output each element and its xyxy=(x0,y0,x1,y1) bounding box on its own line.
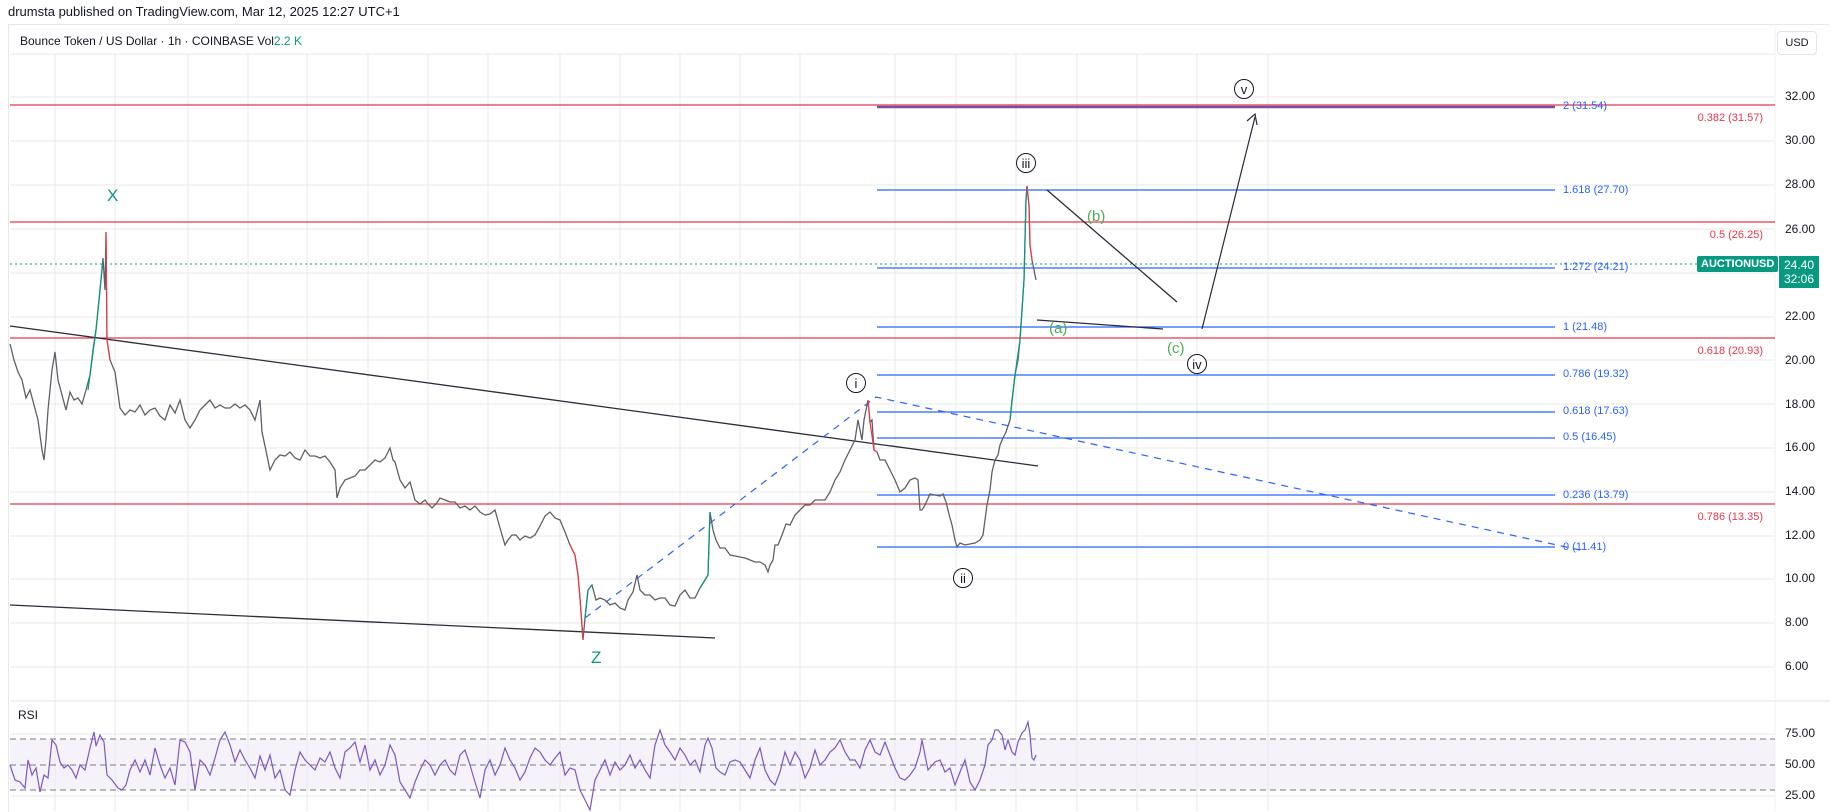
price-axis-label: 8.00 xyxy=(1785,615,1809,629)
wave-label-b: (b) xyxy=(1087,208,1106,225)
fib-ret-label: 0.5 (26.25) xyxy=(1709,229,1763,241)
fib-extension-connector[interactable] xyxy=(584,396,1581,619)
rsi-axis-label: 25.00 xyxy=(1785,788,1816,802)
wave-label-iv: iv xyxy=(1187,354,1207,374)
symbol-legend[interactable]: Bounce Token / US Dollar · 1h · COINBASE… xyxy=(18,33,304,49)
fib-ret-label: 0.382 (31.57) xyxy=(1697,112,1763,124)
symbol-price-tag: AUCTIONUSD xyxy=(1697,256,1779,272)
wave-label-i: i xyxy=(846,373,866,393)
projection-arrow[interactable] xyxy=(1201,112,1258,330)
rsi-axis-label: 75.00 xyxy=(1785,726,1816,740)
publish-attribution: drumsta published on TradingView.com, Ma… xyxy=(8,4,400,19)
fib-ext-label: 0.786 (19.32) xyxy=(1563,368,1629,380)
current-price-tag: 24.40 32:06 xyxy=(1779,256,1819,288)
price-axis-label: 28.00 xyxy=(1785,177,1816,191)
rsi-axis-label: 50.00 xyxy=(1785,757,1816,771)
price-axis-label: 22.00 xyxy=(1785,309,1816,323)
currency-button[interactable]: USD xyxy=(1777,31,1817,55)
chart-frame xyxy=(8,24,1829,812)
price-axis-label: 26.00 xyxy=(1785,222,1816,236)
bull-candles-accent xyxy=(87,185,1028,619)
horizontal-grid xyxy=(10,53,1775,797)
price-axis-label: 6.00 xyxy=(1785,659,1809,673)
trendlines[interactable] xyxy=(9,189,1178,639)
price-series xyxy=(9,185,1037,641)
fib-ret-label: 0.786 (13.35) xyxy=(1697,511,1763,523)
wave-label-c: (c) xyxy=(1167,340,1185,357)
fib-ext-label: 1.618 (27.70) xyxy=(1563,184,1629,196)
wave-label-a: (a) xyxy=(1049,320,1068,337)
price-axis-label: 30.00 xyxy=(1785,133,1816,147)
rsi-levels xyxy=(10,738,1775,791)
fib-retracement-lines[interactable] xyxy=(10,104,1775,505)
price-axis-label: 20.00 xyxy=(1785,353,1816,367)
bear-candles-accent xyxy=(105,185,1033,641)
fib-ext-label: 0.5 (16.45) xyxy=(1563,431,1617,443)
fib-extension-lines[interactable] xyxy=(877,189,1555,548)
fib-ext-label: 1.272 (24.21) xyxy=(1563,261,1629,273)
fib-ext-label: 2 (31.54) xyxy=(1563,100,1608,112)
bar-countdown: 32:06 xyxy=(1783,272,1815,286)
symbol-description: Bounce Token / US Dollar · 1h · COINBASE xyxy=(20,34,254,48)
wave-label-iii: iii xyxy=(1016,153,1036,173)
volume-label: Vol xyxy=(257,34,274,48)
wave-label-x: X xyxy=(107,186,119,205)
current-price-value: 24.40 xyxy=(1783,258,1815,272)
fib-ext-label: 0.618 (17.63) xyxy=(1563,405,1629,417)
fib-ret-label: 0.618 (20.93) xyxy=(1697,345,1763,357)
wave-label-ii: ii xyxy=(953,568,973,588)
wave-label-z: Z xyxy=(591,648,602,667)
fib-ext-label: 0 (11.41) xyxy=(1563,541,1607,553)
price-axis-label: 10.00 xyxy=(1785,571,1816,585)
price-axis-label: 16.00 xyxy=(1785,440,1816,454)
vertical-grid xyxy=(54,54,1269,811)
wave-label-v: v xyxy=(1234,79,1254,99)
price-axis-label: 32.00 xyxy=(1785,89,1816,103)
price-axis-label: 18.00 xyxy=(1785,397,1816,411)
fib-ext-label: 1 (21.48) xyxy=(1563,321,1608,333)
rsi-line xyxy=(9,719,1037,811)
fib-ext-label: 0.236 (13.79) xyxy=(1563,489,1629,501)
volume-value: 2.2 K xyxy=(273,34,302,48)
price-axis-label: 12.00 xyxy=(1785,528,1816,542)
rsi-title: RSI xyxy=(18,708,39,722)
price-axis-label: 14.00 xyxy=(1785,484,1816,498)
